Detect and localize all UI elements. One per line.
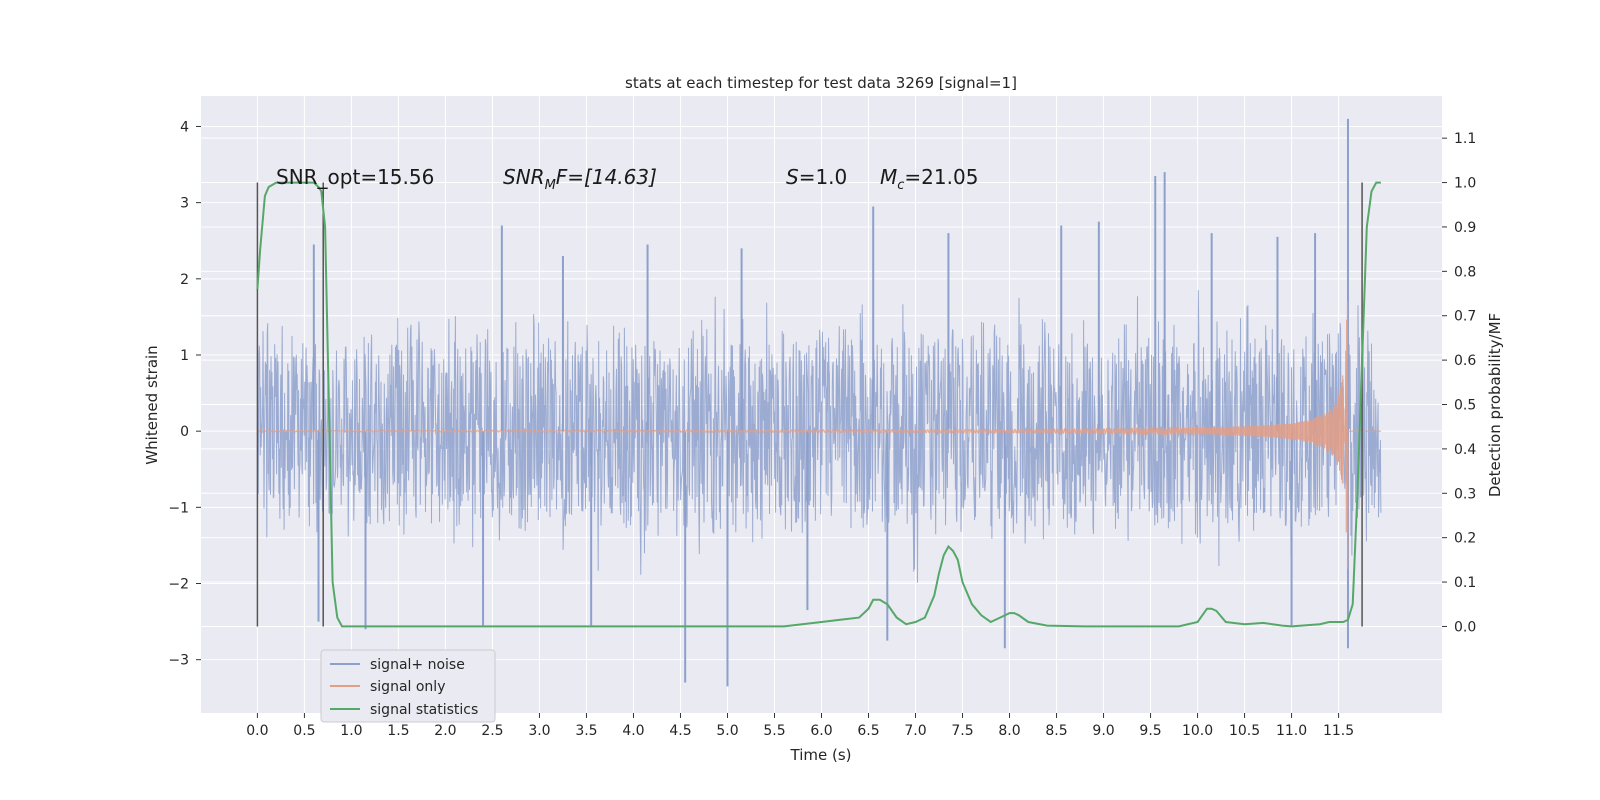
x-tick-label: 7.5 xyxy=(951,723,973,739)
x-tick-label: 5.0 xyxy=(716,723,738,739)
y-left-tick-label: −3 xyxy=(168,653,189,669)
y-left-tick-label: −1 xyxy=(168,500,189,516)
y-right-tick-label: 0.3 xyxy=(1454,486,1476,502)
x-tick-label: 1.0 xyxy=(340,723,362,739)
x-tick-label: 9.5 xyxy=(1139,723,1161,739)
y-right-tick-label: 0.1 xyxy=(1454,575,1476,591)
y-right-tick-label: 0.5 xyxy=(1454,398,1476,414)
annotation-snr-mf-var: SNR xyxy=(503,165,545,189)
y-right-tick-label: 0.8 xyxy=(1454,264,1476,280)
annotation-s-var: S xyxy=(786,165,799,189)
x-tick-label: 0.5 xyxy=(293,723,315,739)
y-right-tick-label: 1.1 xyxy=(1454,131,1476,147)
y-left-tick-label: 1 xyxy=(180,348,189,364)
y-right-tick-label: 0.0 xyxy=(1454,619,1476,635)
x-ticks: 0.0 0.5 1.0 1.5 2.0 2.5 3.0 3.5 4.0 4.5 5.0 5.5 6.0 6… xyxy=(246,713,1354,739)
legend-label-signal-only: signal only xyxy=(370,679,445,695)
x-tick-label: 2.0 xyxy=(434,723,456,739)
y-left-tick-label: 3 xyxy=(180,196,189,212)
annotation-mc: Mc=21.05 xyxy=(880,165,978,193)
x-tick-label: 9.0 xyxy=(1092,723,1114,739)
y-right-ticks: 1.1 1.0 0.9 0.8 0.7 0.6 0.5 0.4 0.3 0.2 0.1 0.0 xyxy=(1442,131,1476,635)
annotation-snr-mf-sub: M xyxy=(545,178,556,193)
x-tick-label: 11.0 xyxy=(1276,723,1307,739)
y-axis-right-label: Detection probability/MF xyxy=(1486,313,1504,497)
annotation-mc-sub: c xyxy=(897,178,904,193)
x-tick-label: 7.0 xyxy=(904,723,926,739)
annotation-snr-opt: SNR_opt=15.56 xyxy=(276,165,434,189)
annotation-mc-val: =21.05 xyxy=(904,165,978,189)
x-tick-label: 10.0 xyxy=(1182,723,1213,739)
x-tick-label: 3.0 xyxy=(528,723,550,739)
y-left-tick-label: 0 xyxy=(180,424,189,440)
y-right-tick-label: 1.0 xyxy=(1454,176,1476,192)
x-tick-label: 5.5 xyxy=(763,723,785,739)
y-left-tick-label: 2 xyxy=(180,272,189,288)
y-left-tick-label: −2 xyxy=(168,577,189,593)
annotation-s-val: =1.0 xyxy=(799,165,848,189)
x-axis-label: Time (s) xyxy=(790,746,852,764)
annotation-mc-var: M xyxy=(880,165,897,189)
y-right-tick-label: 0.2 xyxy=(1454,531,1476,547)
x-tick-label: 4.5 xyxy=(669,723,691,739)
y-axis-left-label: Whitened strain xyxy=(143,345,161,464)
x-tick-label: 0.0 xyxy=(246,723,268,739)
x-tick-label: 10.5 xyxy=(1229,723,1260,739)
legend-label-signal-noise: signal+ noise xyxy=(370,657,465,673)
x-tick-label: 8.0 xyxy=(998,723,1020,739)
vertical-markers xyxy=(256,182,1363,627)
y-left-tick-label: 4 xyxy=(180,119,189,135)
legend-box xyxy=(320,649,496,723)
x-tick-label: 6.0 xyxy=(810,723,832,739)
annotation-s: S=1.0 xyxy=(786,165,847,189)
y-right-tick-label: 0.7 xyxy=(1454,309,1476,325)
x-tick-label: 11.5 xyxy=(1323,723,1354,739)
signal-only-series xyxy=(257,301,1381,569)
annotation-snr-mf: SNRMF=[14.63] xyxy=(503,165,657,193)
x-tick-label: 4.0 xyxy=(622,723,644,739)
x-tick-label: 2.5 xyxy=(481,723,503,739)
legend: signal+ noise signal only signal statist… xyxy=(320,649,496,723)
y-right-tick-label: 0.9 xyxy=(1454,220,1476,236)
y-right-tick-label: 0.4 xyxy=(1454,442,1476,458)
chart-title: stats at each timestep for test data 326… xyxy=(625,74,1017,92)
signal-statistics-series xyxy=(256,181,1381,628)
y-right-tick-label: 0.6 xyxy=(1454,353,1476,369)
x-tick-label: 1.5 xyxy=(387,723,409,739)
signal-statistics-line xyxy=(256,181,1381,628)
legend-label-signal-statistics: signal statistics xyxy=(370,702,478,718)
x-tick-label: 8.5 xyxy=(1045,723,1067,739)
x-tick-label: 3.5 xyxy=(575,723,597,739)
signal-only-line xyxy=(257,301,1381,569)
annotation-snr-mf-val: F=[14.63] xyxy=(556,165,657,189)
x-tick-label: 6.5 xyxy=(857,723,879,739)
y-left-ticks: 4 3 2 1 0 −1 −2 −3 xyxy=(168,119,201,669)
